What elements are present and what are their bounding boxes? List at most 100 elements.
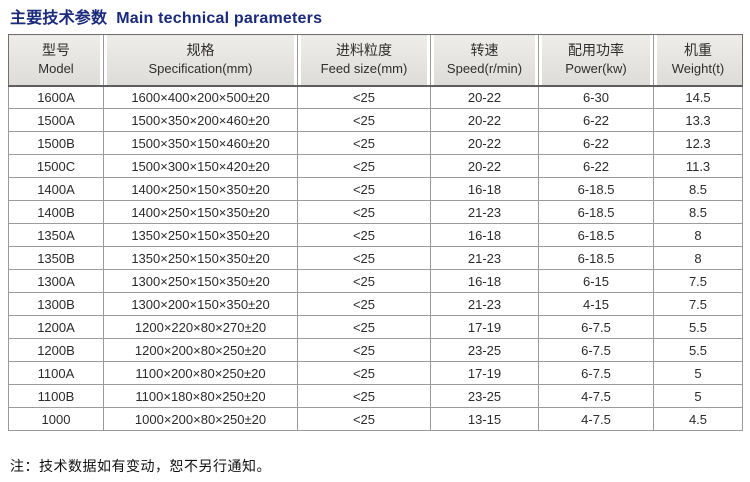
table-cell: 1600A — [8, 85, 104, 109]
table-cell: 1500A — [8, 108, 104, 132]
page-title-en: Main technical parameters — [116, 10, 323, 27]
table-row: 1200A 1200×220×80×270±20 <25 17-19 6-7.5 5.5 — [8, 315, 743, 339]
table-cell: 6-7.5 — [538, 361, 654, 385]
table-cell: 1100A — [8, 361, 104, 385]
table-cell: 6-22 — [538, 108, 654, 132]
column-header-zh: 机重 — [684, 41, 712, 58]
table-cell: 1500×350×150×460±20 — [103, 131, 298, 155]
column-header-en: Feed size(mm) — [320, 60, 408, 76]
column-header-zh: 型号 — [42, 41, 70, 58]
table-cell: 1300×250×150×350±20 — [103, 269, 298, 293]
table-row: 1500C 1500×300×150×420±20 <25 20-22 6-22 11.3 — [8, 154, 743, 178]
table-row: 1350B 1350×250×150×350±20 <25 21-23 6-18.5 8 — [8, 246, 743, 270]
table-cell: 1350B — [8, 246, 104, 270]
table-cell: 4-15 — [538, 292, 654, 316]
column-header-en: Model — [38, 60, 74, 76]
table-cell: 1350×250×150×350±20 — [103, 246, 298, 270]
table-cell: 1100B — [8, 384, 104, 408]
table-cell: <25 — [297, 200, 431, 224]
table-row: 1350A 1350×250×150×350±20 <25 16-18 6-18.5 8 — [8, 223, 743, 247]
table-cell: 6-18.5 — [538, 200, 654, 224]
column-header-zh: 规格 — [186, 41, 215, 58]
table-cell: 1500×300×150×420±20 — [103, 154, 298, 178]
table-cell: 1400B — [8, 200, 104, 224]
table-row: 1400B 1400×250×150×350±20 <25 21-23 6-18.5 8.… — [8, 200, 743, 224]
table-cell: <25 — [297, 246, 431, 270]
table-cell: 5 — [653, 361, 743, 385]
table-cell: 8 — [653, 246, 743, 270]
table-cell: 1000 — [8, 407, 104, 431]
column-header: 进料粒度 Feed size(mm) — [297, 34, 431, 87]
table-cell: 1400A — [8, 177, 104, 201]
table-row: 1600A 1600×400×200×500±20 <25 20-22 6-30 14.5 — [8, 85, 743, 109]
table-cell: 20-22 — [430, 154, 539, 178]
table-cell: <25 — [297, 108, 431, 132]
table-cell: 21-23 — [430, 246, 539, 270]
table-row: 1500A 1500×350×200×460±20 <25 20-22 6-22 13.3 — [8, 108, 743, 132]
table-cell: 16-18 — [430, 223, 539, 247]
table-cell: 17-19 — [430, 315, 539, 339]
column-header: 转速 Speed(r/min) — [430, 34, 539, 87]
header-row: 型号 Model 规格 Specification(mm) 进料粒度 Feed size(… — [8, 34, 743, 87]
table-cell: 23-25 — [430, 384, 539, 408]
page-title-zh: 主要技术参数 — [10, 10, 108, 27]
table-cell: <25 — [297, 292, 431, 316]
table-cell: 21-23 — [430, 200, 539, 224]
table-cell: 1500C — [8, 154, 104, 178]
table-row: 1500B 1500×350×150×460±20 <25 20-22 6-22 12.3 — [8, 131, 743, 155]
table-cell: 1600×400×200×500±20 — [103, 85, 298, 109]
table-cell: 1200×200×80×250±20 — [103, 338, 298, 362]
table-row: 1400A 1400×250×150×350±20 <25 16-18 6-18.5 8.… — [8, 177, 743, 201]
table-cell: 6-18.5 — [538, 177, 654, 201]
table-cell: 6-18.5 — [538, 223, 654, 247]
table-cell: 5.5 — [653, 315, 743, 339]
table-cell: 1200×220×80×270±20 — [103, 315, 298, 339]
table-cell: 1300A — [8, 269, 104, 293]
page-title: 主要技术参数 Main technical parameters — [10, 4, 322, 28]
table-cell: 21-23 — [430, 292, 539, 316]
column-header-en: Speed(r/min) — [446, 60, 523, 76]
table-cell: 4-7.5 — [538, 407, 654, 431]
table-row: 1300B 1300×200×150×350±20 <25 21-23 4-15 7.5 — [8, 292, 743, 316]
table-cell: 1300×200×150×350±20 — [103, 292, 298, 316]
table-cell: 1400×250×150×350±20 — [103, 200, 298, 224]
column-header-en: Specification(mm) — [148, 60, 253, 76]
table-row: 1300A 1300×250×150×350±20 <25 16-18 6-15 7.5 — [8, 269, 743, 293]
table-cell: 1500B — [8, 131, 104, 155]
column-header-en: Power(kw) — [565, 60, 627, 76]
table-cell: 7.5 — [653, 269, 743, 293]
table-cell: 1100×180×80×250±20 — [103, 384, 298, 408]
table-cell: 6-30 — [538, 85, 654, 109]
table-cell: <25 — [297, 269, 431, 293]
table-cell: 5.5 — [653, 338, 743, 362]
table-cell: 16-18 — [430, 269, 539, 293]
column-header: 规格 Specification(mm) — [103, 34, 298, 87]
table-cell: 1000×200×80×250±20 — [103, 407, 298, 431]
table-cell: 1300B — [8, 292, 104, 316]
table-row: 1200B 1200×200×80×250±20 <25 23-25 6-7.5 5.5 — [8, 338, 743, 362]
table-cell: 6-7.5 — [538, 315, 654, 339]
column-header-zh: 进料粒度 — [336, 41, 392, 58]
table-cell: 16-18 — [430, 177, 539, 201]
table-cell: 4.5 — [653, 407, 743, 431]
column-header-en: Weight(t) — [671, 60, 725, 76]
table-cell: 6-22 — [538, 131, 654, 155]
table-cell: <25 — [297, 223, 431, 247]
table-cell: <25 — [297, 407, 431, 431]
table-cell: 6-7.5 — [538, 338, 654, 362]
table-cell: <25 — [297, 85, 431, 109]
table-cell: 20-22 — [430, 131, 539, 155]
table-cell: 1200B — [8, 338, 104, 362]
table-cell: <25 — [297, 338, 431, 362]
table-cell: 4-7.5 — [538, 384, 654, 408]
table-cell: 13.3 — [653, 108, 743, 132]
table-cell: 1100×200×80×250±20 — [103, 361, 298, 385]
table-cell: 14.5 — [653, 85, 743, 109]
table-cell: 5 — [653, 384, 743, 408]
table-cell: 1400×250×150×350±20 — [103, 177, 298, 201]
table-cell: 1350A — [8, 223, 104, 247]
table-cell: <25 — [297, 361, 431, 385]
table-cell: <25 — [297, 384, 431, 408]
table-cell: 12.3 — [653, 131, 743, 155]
